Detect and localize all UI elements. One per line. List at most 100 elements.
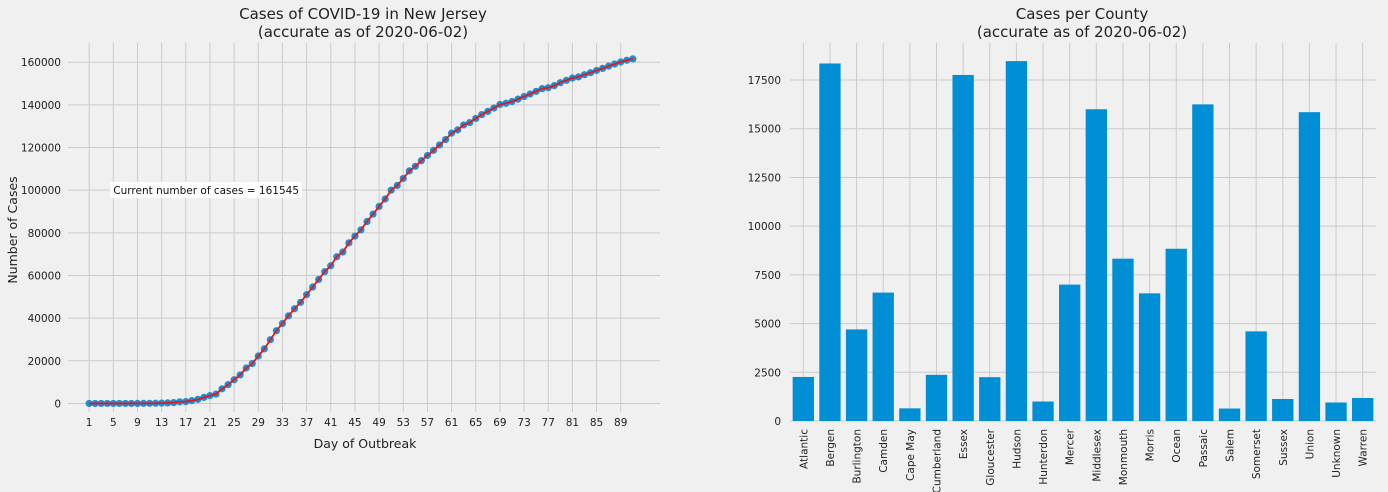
x-tick-label: 85	[590, 417, 603, 429]
line-chart-points	[85, 55, 637, 408]
x-tick-label: Warren	[1358, 429, 1370, 466]
line-chart: Cases of COVID-19 in New Jersey (accurat…	[5, 5, 660, 451]
y-tick-label: 10000	[748, 221, 781, 233]
line-chart-ylabel: Number of Cases	[5, 176, 20, 283]
bar-cape-may	[899, 408, 921, 421]
line-chart-title: Cases of COVID-19 in New Jersey	[239, 5, 487, 23]
bar-monmouth	[1112, 258, 1134, 421]
cases-line	[89, 58, 634, 405]
bar-bergen	[819, 63, 841, 421]
bar-unknown	[1325, 402, 1347, 421]
y-tick-label: 140000	[21, 100, 61, 112]
x-tick-label: Hudson	[1011, 429, 1023, 469]
x-tick-label: 81	[566, 417, 579, 429]
bar-mercer	[1059, 284, 1081, 421]
bar-camden	[872, 292, 894, 421]
x-tick-label: 37	[300, 417, 313, 429]
x-tick-label: 61	[445, 417, 458, 429]
bar-atlantic	[792, 376, 814, 421]
x-tick-label: 53	[397, 417, 410, 429]
bar-burlington	[845, 329, 868, 421]
x-tick-label: 77	[542, 417, 555, 429]
y-tick-label: 100000	[21, 185, 61, 197]
line-chart-grid	[68, 43, 660, 412]
x-tick-label: 13	[155, 417, 168, 429]
x-tick-label: Monmouth	[1118, 429, 1130, 485]
bar-salem	[1218, 408, 1241, 421]
x-tick-label: 5	[110, 417, 117, 429]
y-tick-label: 12500	[748, 172, 781, 184]
bar-chart-subtitle: (accurate as of 2020-06-02)	[977, 23, 1187, 41]
bar-middlesex	[1085, 109, 1107, 421]
y-tick-label: 80000	[28, 228, 61, 240]
x-tick-label: 89	[614, 417, 627, 429]
x-tick-label: 57	[421, 417, 434, 429]
x-tick-label: 21	[203, 417, 216, 429]
y-tick-label: 0	[54, 398, 61, 410]
bar-chart-title: Cases per County	[1016, 5, 1149, 23]
y-tick-label: 17500	[748, 75, 781, 87]
x-tick-label: Essex	[958, 429, 970, 459]
bar-somerset	[1245, 331, 1267, 421]
x-tick-label: Salem	[1225, 429, 1237, 462]
bar-essex	[952, 74, 974, 421]
bar-ocean	[1165, 248, 1187, 421]
line-chart-ticks: 1 5 9 13 17 21 25 29 33 37 41 45 49 53 57 61 65 69 73 77 81 8…	[21, 57, 628, 429]
bar-sussex	[1272, 398, 1294, 421]
y-tick-label: 15000	[748, 124, 781, 136]
y-tick-label: 5000	[754, 319, 781, 331]
bar-chart-ticks: 0 2500 5000 7500 10000 12500 15000 17500 Atlanti…	[748, 75, 1370, 492]
bar-morris	[1138, 293, 1161, 421]
y-tick-label: 60000	[28, 270, 61, 282]
x-tick-label: Cumberland	[932, 429, 944, 492]
x-tick-label: Bergen	[825, 429, 837, 467]
bar-cumberland	[925, 374, 948, 421]
line-chart-series	[89, 58, 634, 405]
bar-chart: Cases per County (accurate as of 2020-06…	[748, 5, 1376, 492]
x-tick-label: 45	[348, 417, 361, 429]
x-tick-label: Burlington	[852, 429, 864, 484]
x-tick-label: Camden	[878, 429, 890, 473]
line-chart-subtitle: (accurate as of 2020-06-02)	[258, 23, 468, 41]
bar-union	[1298, 112, 1321, 421]
x-tick-label: 33	[276, 417, 289, 429]
x-tick-label: Cape May	[905, 429, 917, 481]
bar-hunterdon	[1032, 401, 1054, 421]
x-tick-label: Passaic	[1198, 429, 1210, 468]
annotation-text: Current number of cases = 161545	[113, 185, 299, 197]
x-tick-label: 1	[86, 417, 93, 429]
y-tick-label: 120000	[21, 143, 61, 155]
bar-chart-bars	[792, 61, 1374, 422]
line-chart-xlabel: Day of Outbreak	[314, 436, 417, 451]
x-tick-label: Atlantic	[798, 429, 810, 469]
x-tick-label: Unknown	[1331, 429, 1343, 478]
x-tick-label: 9	[134, 417, 141, 429]
x-tick-label: 65	[469, 417, 482, 429]
y-tick-label: 160000	[21, 57, 61, 69]
x-tick-label: Somerset	[1251, 429, 1263, 479]
x-tick-label: 69	[493, 417, 506, 429]
bar-gloucester	[979, 377, 1001, 421]
y-tick-label: 2500	[754, 367, 781, 379]
bar-hudson	[1005, 61, 1028, 422]
x-tick-label: Hunterdon	[1038, 429, 1050, 485]
annotation-box: Current number of cases = 161545	[110, 182, 303, 199]
x-tick-label: Ocean	[1171, 429, 1183, 463]
y-tick-label: 7500	[754, 270, 781, 282]
x-tick-label: 49	[372, 417, 385, 429]
y-tick-label: 0	[774, 416, 781, 428]
y-tick-label: 40000	[28, 313, 61, 325]
x-tick-label: Mercer	[1065, 428, 1077, 465]
bar-passaic	[1192, 104, 1214, 422]
x-tick-label: Union	[1304, 429, 1316, 459]
x-tick-label: Gloucester	[985, 428, 997, 485]
x-tick-label: 25	[227, 417, 240, 429]
x-tick-label: 29	[252, 417, 265, 429]
y-tick-label: 20000	[28, 356, 61, 368]
x-tick-label: 73	[517, 417, 530, 429]
x-tick-label: 17	[179, 417, 192, 429]
bar-warren	[1352, 398, 1374, 421]
x-tick-label: Sussex	[1278, 429, 1290, 466]
x-tick-label: Middlesex	[1091, 429, 1103, 482]
